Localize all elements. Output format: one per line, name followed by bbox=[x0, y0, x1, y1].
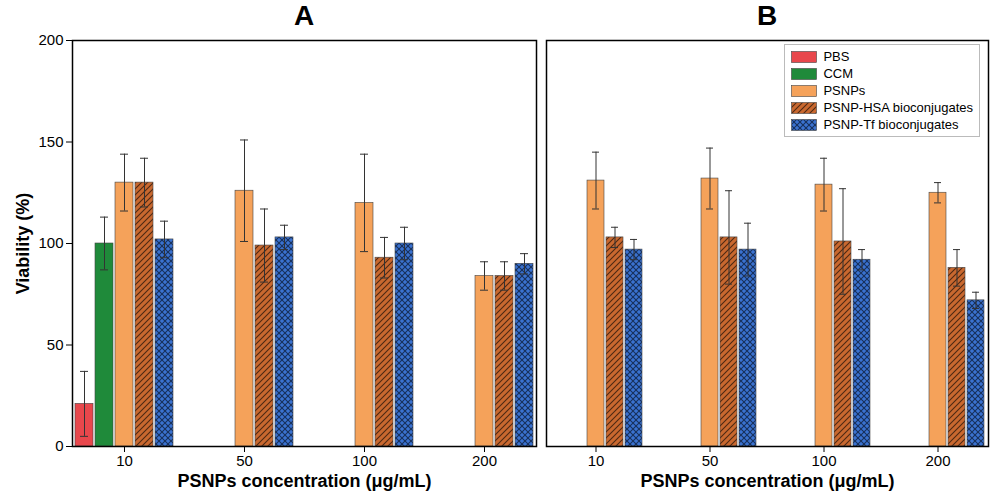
html-text:PBS: PBS bbox=[823, 49, 850, 64]
svg-text:PSNPs concentration (μg/mL): PSNPs concentration (μg/mL) bbox=[177, 471, 431, 491]
svg-text:200: 200 bbox=[38, 31, 63, 48]
svg-text:100: 100 bbox=[352, 452, 377, 469]
svg-text:200: 200 bbox=[925, 452, 950, 469]
svg-text:10: 10 bbox=[588, 452, 605, 469]
html-text:PSNP-HSA bioconjugates: PSNP-HSA bioconjugates bbox=[823, 100, 973, 115]
svg-text:100: 100 bbox=[38, 234, 63, 251]
svg-text:PSNPs concentration (μg/mL): PSNPs concentration (μg/mL) bbox=[640, 471, 894, 491]
html-text:CCM: CCM bbox=[823, 66, 853, 81]
html-text:A: A bbox=[293, 0, 315, 31]
html-text:B: B bbox=[756, 0, 778, 31]
svg-text:200: 200 bbox=[472, 452, 497, 469]
svg-text:Viability (%): Viability (%) bbox=[13, 193, 33, 295]
svg-text:0: 0 bbox=[55, 437, 63, 454]
svg-text:100: 100 bbox=[811, 452, 836, 469]
svg-text:50: 50 bbox=[236, 452, 253, 469]
svg-text:150: 150 bbox=[38, 133, 63, 150]
html-text:PSNPs: PSNPs bbox=[823, 83, 866, 98]
svg-text:50: 50 bbox=[47, 336, 64, 353]
svg-text:10: 10 bbox=[116, 452, 133, 469]
svg-text:50: 50 bbox=[702, 452, 719, 469]
html-text:PSNP-Tf bioconjugates: PSNP-Tf bioconjugates bbox=[823, 117, 959, 132]
